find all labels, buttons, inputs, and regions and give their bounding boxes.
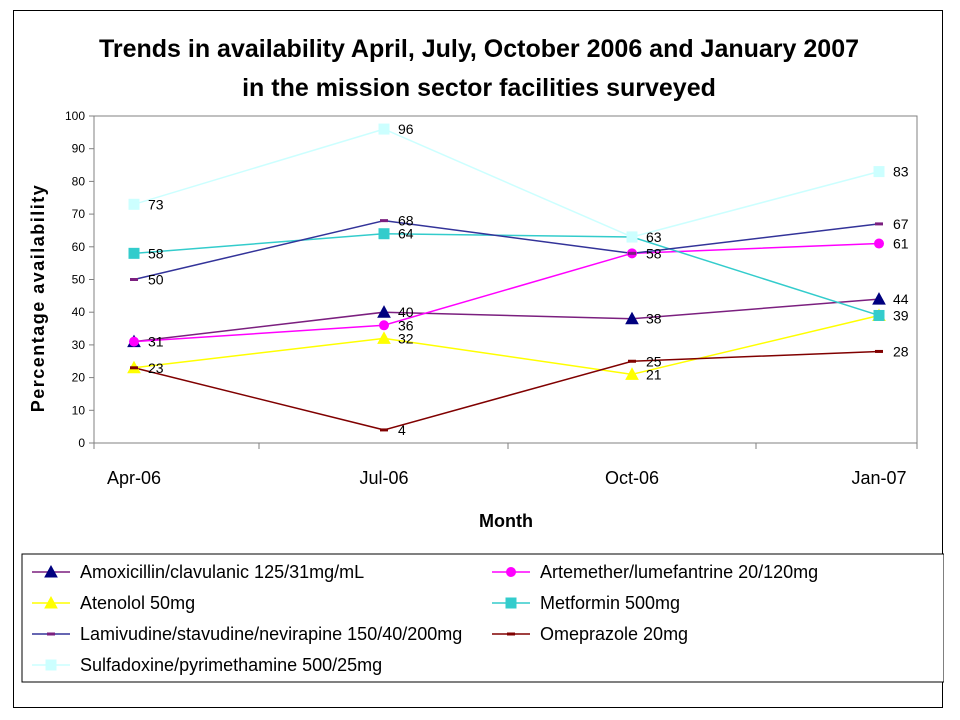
data-point-s3-p3: [873, 309, 885, 321]
legend: Amoxicillin/clavulanic 125/31mg/mL Arteme…: [32, 562, 818, 675]
series-markers: [127, 123, 886, 432]
data-point-s5-p0: [130, 366, 138, 370]
data-point-s3-p1: [378, 228, 390, 240]
y-tick-label: 0: [78, 436, 85, 450]
data-label: 63: [646, 229, 662, 245]
legend-swatch-marker: [505, 597, 517, 609]
line-chart: Trends in availability April, July, Octo…: [21, 35, 944, 683]
data-label: 61: [893, 236, 909, 252]
y-axis-title: Percentage availability: [28, 184, 48, 413]
x-tick-label: Jul-06: [359, 468, 408, 488]
data-point-s5-p1: [380, 428, 388, 432]
data-label: 73: [148, 196, 164, 212]
data-point-s6-p3: [873, 166, 885, 178]
legend-box: [21, 553, 944, 683]
y-tick-label: 90: [72, 142, 86, 156]
legend-swatch-marker: [44, 564, 58, 578]
legend-swatch-marker: [45, 659, 57, 671]
data-label: 58: [646, 245, 662, 261]
data-label: 40: [398, 304, 414, 320]
data-label: 58: [148, 245, 164, 261]
legend-swatch-marker: [47, 632, 55, 636]
data-point-s6-p2: [626, 231, 638, 243]
x-tick-label: Jan-07: [851, 468, 906, 488]
data-point-s0-p1: [377, 305, 391, 318]
data-label: 50: [148, 272, 164, 288]
y-axis-ticks: 0 10 20 30 40 50 60 70 80 90 100: [65, 109, 94, 450]
data-labels: 40 38 44 31 36 58 61 23 32 21 39 58 64 63 50 68 67 4 25 28 7…: [148, 121, 909, 438]
legend-swatch-marker: [507, 632, 515, 636]
x-tick-label: Oct-06: [605, 468, 659, 488]
x-tick-label: Apr-06: [107, 468, 161, 488]
x-axis-ticks: Apr-06 Jul-06 Oct-06 Jan-07: [93, 443, 918, 488]
series-line-5: [133, 350, 880, 431]
data-point-s6-p1: [378, 123, 390, 135]
data-label: 21: [646, 366, 662, 382]
data-point-s4-p2: [628, 251, 636, 255]
data-point-s1-p1: [379, 320, 389, 331]
series-lines: [133, 128, 880, 431]
data-point-s5-p2: [628, 359, 636, 363]
data-label: 23: [148, 360, 164, 376]
plot-area: [93, 115, 918, 444]
series-line-2: [133, 314, 880, 376]
data-point-s1-p3: [874, 238, 884, 249]
data-label: 39: [893, 307, 909, 323]
data-label: 64: [398, 226, 414, 242]
data-label: 44: [893, 291, 909, 307]
data-label: 28: [893, 343, 909, 359]
data-label: 32: [398, 330, 414, 346]
series-line-0: [133, 298, 880, 343]
legend-swatch-marker: [506, 567, 516, 577]
data-label: 25: [646, 353, 662, 369]
data-point-s2-p2: [625, 367, 639, 380]
data-point-s0-p2: [625, 311, 639, 325]
data-point-s4-p1: [380, 219, 388, 223]
y-tick-label: 80: [72, 174, 86, 188]
y-tick-label: 40: [72, 305, 86, 319]
legend-entry-6: Sulfadoxine/pyrimethamine 500/25mg: [80, 655, 382, 675]
x-axis-title: Month: [479, 511, 533, 531]
chart-title-line-2: in the mission sector facilities surveye…: [242, 74, 716, 102]
y-tick-label: 20: [72, 371, 86, 385]
data-label: 31: [148, 334, 164, 350]
y-tick-label: 10: [72, 403, 86, 417]
data-label: 68: [398, 213, 414, 229]
data-point-s4-p3: [875, 222, 883, 226]
data-point-s1-p0: [129, 336, 139, 347]
y-tick-label: 30: [72, 338, 86, 352]
data-label: 96: [398, 121, 414, 137]
y-tick-label: 50: [72, 273, 86, 287]
legend-entry-5: Omeprazole 20mg: [540, 624, 688, 644]
data-point-s3-p0: [128, 247, 140, 259]
series-line-3: [133, 232, 880, 317]
legend-entry-0: Amoxicillin/clavulanic 125/31mg/mL: [80, 562, 364, 582]
y-tick-label: 60: [72, 240, 86, 254]
series-line-6: [133, 128, 880, 238]
data-label: 4: [398, 422, 406, 438]
data-point-s4-p0: [130, 278, 138, 281]
chart-title-line-1: Trends in availability April, July, Octo…: [99, 35, 859, 63]
series-line-4: [133, 219, 880, 281]
data-label: 38: [646, 311, 662, 327]
legend-entry-3: Metformin 500mg: [540, 593, 680, 613]
data-point-s2-p1: [377, 331, 391, 344]
series-line-1: [133, 242, 880, 343]
y-tick-label: 70: [72, 207, 86, 221]
data-point-s5-p3: [875, 349, 883, 353]
data-point-s6-p0: [128, 198, 140, 210]
data-label: 67: [893, 216, 909, 232]
y-tick-label: 100: [65, 109, 85, 123]
data-label: 36: [398, 317, 414, 333]
chart-frame: Trends in availability April, July, Octo…: [13, 10, 944, 708]
legend-entry-1: Artemether/lumefantrine 20/120mg: [540, 562, 818, 582]
legend-entry-2: Atenolol 50mg: [80, 593, 195, 613]
legend-entry-4: Lamivudine/stavudine/nevirapine 150/40/2…: [80, 624, 462, 644]
data-point-s0-p3: [872, 292, 886, 305]
legend-swatch-marker: [44, 595, 58, 609]
data-label: 83: [893, 164, 909, 180]
